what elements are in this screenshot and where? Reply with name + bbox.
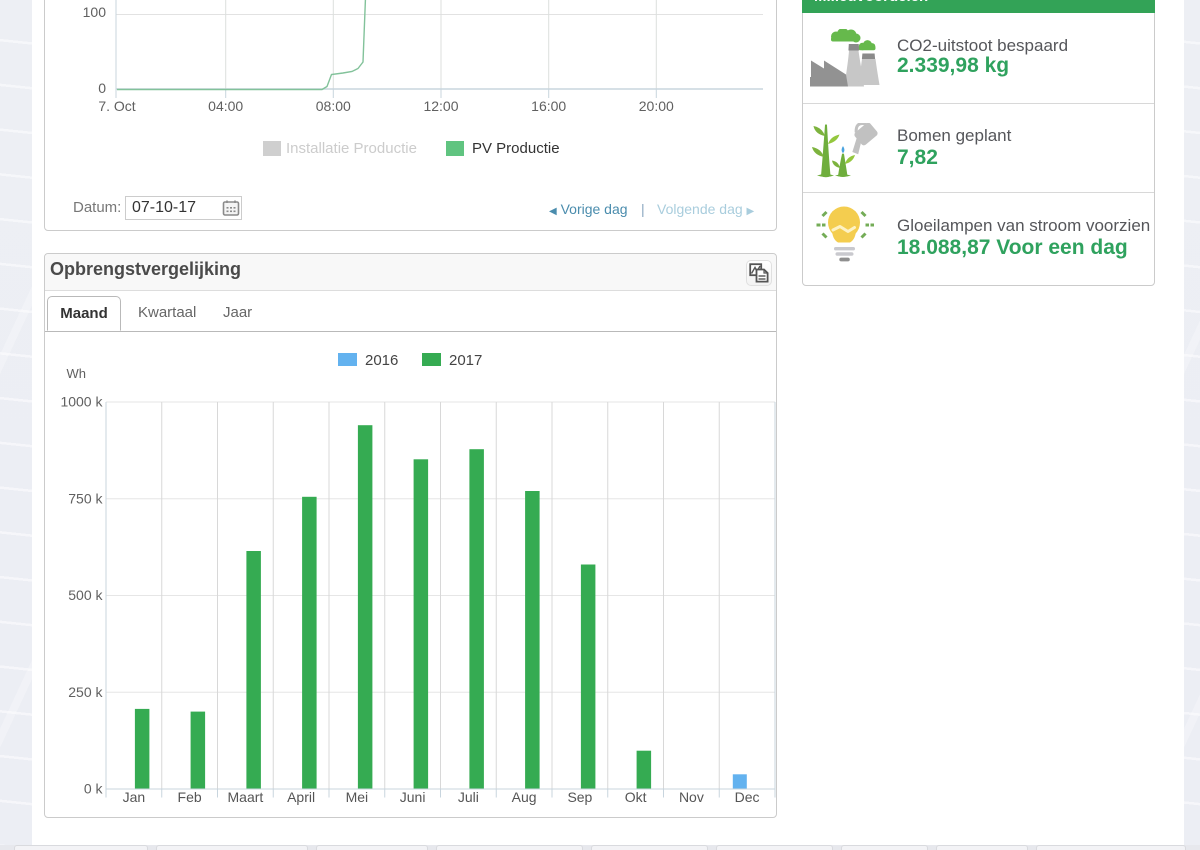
svg-text:Juni: Juni (400, 789, 426, 805)
svg-text:750 k: 750 k (68, 490, 103, 506)
svg-text:1000 k: 1000 k (60, 394, 103, 410)
svg-text:250 k: 250 k (68, 684, 103, 700)
svg-text:Juli: Juli (458, 789, 479, 805)
svg-text:Aug: Aug (512, 789, 537, 805)
svg-text:16:00: 16:00 (531, 98, 566, 114)
svg-text:Maart: Maart (228, 789, 264, 805)
svg-text:Jan: Jan (123, 789, 146, 805)
svg-text:2016: 2016 (365, 352, 398, 369)
svg-text:Mei: Mei (346, 789, 369, 805)
svg-text:500 k: 500 k (68, 587, 103, 603)
svg-text:Feb: Feb (178, 789, 202, 805)
svg-text:2017: 2017 (449, 352, 482, 369)
svg-text:0 k: 0 k (84, 781, 104, 797)
svg-text:Sep: Sep (567, 789, 592, 805)
svg-text:0: 0 (98, 80, 106, 96)
svg-text:Nov: Nov (679, 789, 704, 805)
svg-text:Wh: Wh (67, 366, 87, 381)
svg-text:100: 100 (83, 4, 107, 20)
svg-text:April: April (287, 789, 315, 805)
svg-text:04:00: 04:00 (208, 98, 243, 114)
svg-text:Okt: Okt (625, 789, 647, 805)
svg-text:Dec: Dec (735, 789, 760, 805)
svg-text:12:00: 12:00 (423, 98, 458, 114)
svg-text:08:00: 08:00 (316, 98, 351, 114)
svg-text:7. Oct: 7. Oct (98, 98, 135, 114)
svg-text:20:00: 20:00 (639, 98, 674, 114)
